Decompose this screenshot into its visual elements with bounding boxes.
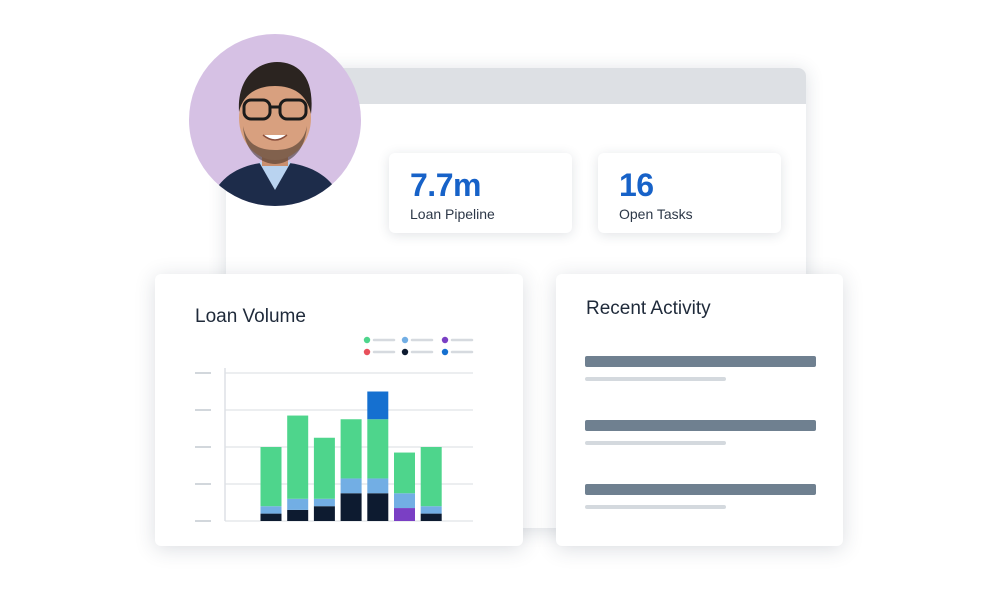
- activity-item-heading: [585, 484, 816, 495]
- open-tasks-label: Open Tasks: [619, 206, 693, 222]
- recent-activity-card[interactable]: Recent Activity: [556, 274, 843, 546]
- activity-item-heading: [585, 420, 816, 431]
- bar-segment: [367, 493, 389, 521]
- loan-pipeline-value: 7.7m: [410, 167, 481, 203]
- legend-marker: [441, 336, 449, 344]
- open-tasks-value: 16: [619, 167, 654, 203]
- activity-item-subtext: [585, 441, 726, 445]
- bar-segment: [340, 478, 362, 494]
- bar-segment: [260, 513, 282, 521]
- bar-segment: [394, 508, 415, 521]
- activity-item-heading: [585, 356, 816, 367]
- legend-marker: [401, 348, 409, 356]
- bar-segment: [313, 498, 335, 507]
- recent-activity-title: Recent Activity: [586, 298, 711, 319]
- bar-segment: [420, 506, 442, 514]
- loan-pipeline-label: Loan Pipeline: [410, 206, 495, 222]
- legend-marker: [401, 336, 409, 344]
- bar-segment: [340, 493, 362, 521]
- open-tasks-card[interactable]: 16 Open Tasks: [598, 153, 781, 233]
- bar-segment: [287, 509, 309, 521]
- loan-volume-card[interactable]: Loan Volume: [155, 274, 523, 546]
- bar-segment: [287, 498, 309, 510]
- activity-item-subtext: [585, 505, 726, 509]
- avatar: [189, 34, 361, 206]
- bar-segment: [420, 513, 442, 521]
- bar-segment: [367, 419, 389, 479]
- activity-item-subtext: [585, 377, 726, 381]
- legend-marker: [363, 336, 371, 344]
- bar-segment: [313, 437, 335, 499]
- bar-segment: [260, 506, 282, 514]
- bar-segment: [260, 447, 282, 507]
- loan-volume-title: Loan Volume: [195, 306, 306, 327]
- legend-marker: [363, 348, 371, 356]
- bar-segment: [420, 447, 442, 507]
- bar-segment: [394, 452, 415, 494]
- bar-segment: [313, 506, 335, 521]
- bar-segment: [367, 478, 389, 494]
- legend-marker: [441, 348, 449, 356]
- bar-segment: [287, 415, 309, 499]
- bar-segment: [367, 391, 389, 420]
- loan-volume-chart: [195, 336, 474, 522]
- bar-segment: [340, 419, 362, 479]
- loan-pipeline-card[interactable]: 7.7m Loan Pipeline: [389, 153, 572, 233]
- bar-segment: [394, 493, 415, 509]
